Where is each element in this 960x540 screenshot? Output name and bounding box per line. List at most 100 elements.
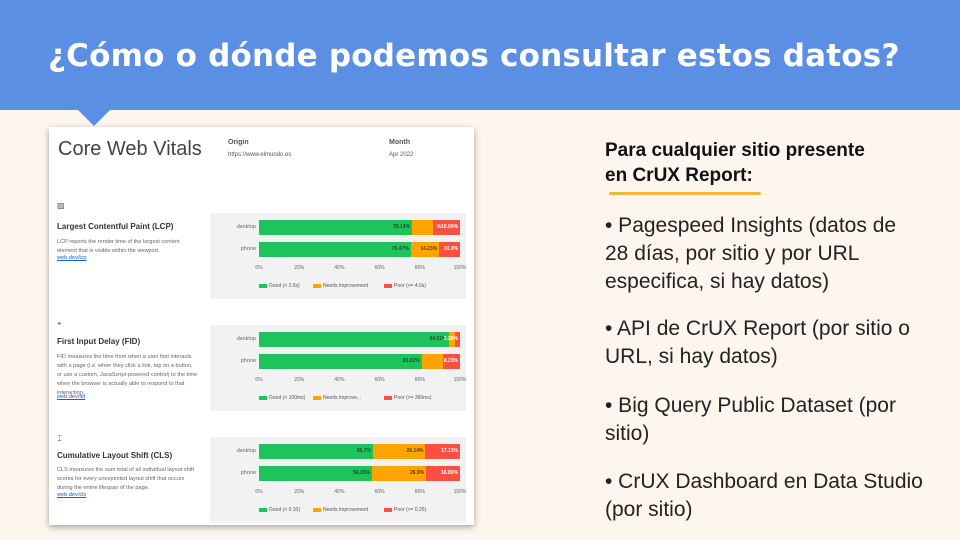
cls-title: Cumulative Layout Shift (CLS) [57,451,173,460]
legend-item: Poor (>= 300ms) [384,395,432,401]
tick-label: 80% [414,377,425,383]
lcp-phone-needs-improvement-segment: 14.23% [410,242,440,257]
lcp-phone-poor-segment: 10.3% [439,242,460,257]
cls-phone-needs-improvement-segment: 26.9% [372,466,427,481]
legend-swatch [384,507,392,512]
legend-label: Good (< 2.5s) [269,283,300,289]
tick-label: 20% [294,265,305,271]
legend-label: Needs Improvement [323,507,369,513]
segment-value-label: 94.31% [429,336,447,342]
fid-phone-good-segment: 81.02% [259,354,422,369]
sources-heading-line2: en CrUX Report: [605,165,753,186]
tick-label: 80% [414,265,425,271]
legend-swatch [259,283,267,288]
lcp-legend: Good (< 2.5s) Needs Improvement Poor (>= 4… [259,283,460,291]
lcp-title: Largest Contentful Paint (LCP) [57,222,174,231]
slide-title: ¿Cómo o dónde podemos consultar estos da… [48,38,900,74]
legend-swatch [313,283,321,288]
legend-label: Poor (>= 300ms) [394,395,432,401]
cls-desktop-label: desktop [236,448,256,454]
tick-label: 0% [255,377,263,383]
bullet-crux-dashboard: • CrUX Dashboard en Data Studio (por sit… [605,470,923,521]
fid-legend: Good (< 100ms) Needs Improve... Poor (>= 3… [259,395,460,403]
tick-label: 20% [294,377,305,383]
lcp-phone-good-segment: 75.47% [259,242,411,257]
fid-desktop-good-segment: 94.31% [259,332,449,347]
fid-phone-bar: 81.02% 8.23% [259,354,460,369]
tick-label: 40% [334,489,345,495]
fid-x-axis-ticks: 0% 20% 40% 60% 80% 100% [255,377,466,385]
tick-label: 60% [374,489,385,495]
lcp-phone-label: phone [240,246,256,252]
legend-label: Good (< 0.10) [269,507,300,513]
lcp-desktop-needs-improvement-segment [412,220,434,235]
lcp-description: LCP reports the render time of the large… [57,239,180,254]
legend-swatch [259,507,267,512]
lcp-link[interactable]: web.dev/lcp [57,255,87,261]
origin-label: Origin [228,139,249,146]
fid-desktop-bar: 94.31% 3.28% [259,332,460,347]
segment-value-label: 76.14% [393,224,411,230]
segment-value-label: 3.28% [443,336,458,342]
tick-label: 100% [453,265,467,271]
heading-underline [609,192,761,195]
fid-chart-panel: desktop 94.31% 3.28% phone 81.02% 8.23% 0% 20% 4… [210,325,466,411]
cls-description: CLS measures the sum total of all indivi… [57,467,195,491]
cls-x-axis-ticks: 0% 20% 40% 60% 80% 100% [255,489,466,497]
tick-label: 40% [334,377,345,383]
origin-value: https://www.elmundo.es [228,152,292,158]
fid-phone-poor-segment: 8.23% [442,354,460,369]
cls-phone-good-segment: 56.25% [259,466,373,481]
legend-item: Good (< 2.5s) [259,283,300,289]
segment-value-label: 56.25% [353,470,371,476]
legend-item: Poor (>= 4.0s) [384,283,426,289]
tick-label: 100% [453,377,467,383]
legend-item: Good (< 0.10) [259,507,300,513]
title-notch [78,110,110,126]
legend-swatch [259,395,267,400]
bullet-bigquery: • Big Query Public Dataset (por sitio) [605,394,896,445]
legend-label: Needs Improve... [323,395,362,401]
legend-item: Poor (>= 0.25) [384,507,426,513]
image-icon: ▨ [57,201,65,210]
lcp-desktop-poor-segment: %10.65% [433,220,460,235]
tick-label: 60% [374,377,385,383]
segment-value-label: 10.3% [443,246,458,252]
lcp-phone-bar: 75.47% 14.23% 10.3% [259,242,460,257]
legend-swatch [384,395,392,400]
lcp-chart-panel: desktop 76.14% %10.65% phone 75.47% 14.23% 10.… [210,213,466,299]
segment-value-label: 8.23% [443,358,458,364]
legend-item: Needs Improve... [313,395,361,401]
segment-value-label: 14.23% [420,246,438,252]
fid-phone-needs-improvement-segment [421,354,443,369]
fid-description: FID measures the time from when a user f… [57,354,198,396]
cls-desktop-bar: 56.7% 26.14% 17.15% [259,444,460,459]
legend-swatch [313,395,321,400]
fid-title: First Input Delay (FID) [57,337,141,346]
tick-label: 100% [453,489,467,495]
legend-item: Needs Improvement [313,283,368,289]
cls-desktop-good-segment: 56.7% [259,444,373,459]
segment-value-label: 26.14% [406,448,424,454]
core-web-vitals-screenshot: Core Web Vitals Origin https://www.elmun… [49,127,474,525]
lcp-desktop-bar: 76.14% %10.65% [259,220,460,235]
title-bar: ¿Cómo o dónde podemos consultar estos da… [0,0,960,110]
fid-link[interactable]: web.dev/fid [57,394,86,400]
legend-swatch [313,507,321,512]
month-label: Month [389,139,410,146]
lcp-desktop-label: desktop [236,224,256,230]
cls-phone-bar: 56.25% 26.9% 16.85% [259,466,460,481]
fid-desktop-label: desktop [236,336,256,342]
segment-value-label: 16.85% [441,470,458,476]
pointer-icon: ⌖ [57,319,62,328]
screenshot-title: Core Web Vitals [58,138,202,160]
legend-label: Needs Improvement [323,283,369,289]
tick-label: 0% [255,265,263,271]
lcp-x-axis-ticks: 0% 20% 40% 60% 80% 100% [255,265,466,273]
legend-label: Poor (>= 4.0s) [394,283,426,289]
cls-link[interactable]: web.dev/cls [57,492,87,498]
sources-heading: Para cualquier sitio presente en CrUX Re… [605,138,865,188]
segment-value-label: 17.15% [440,448,458,454]
tick-label: 40% [334,265,345,271]
tick-label: 0% [255,489,263,495]
